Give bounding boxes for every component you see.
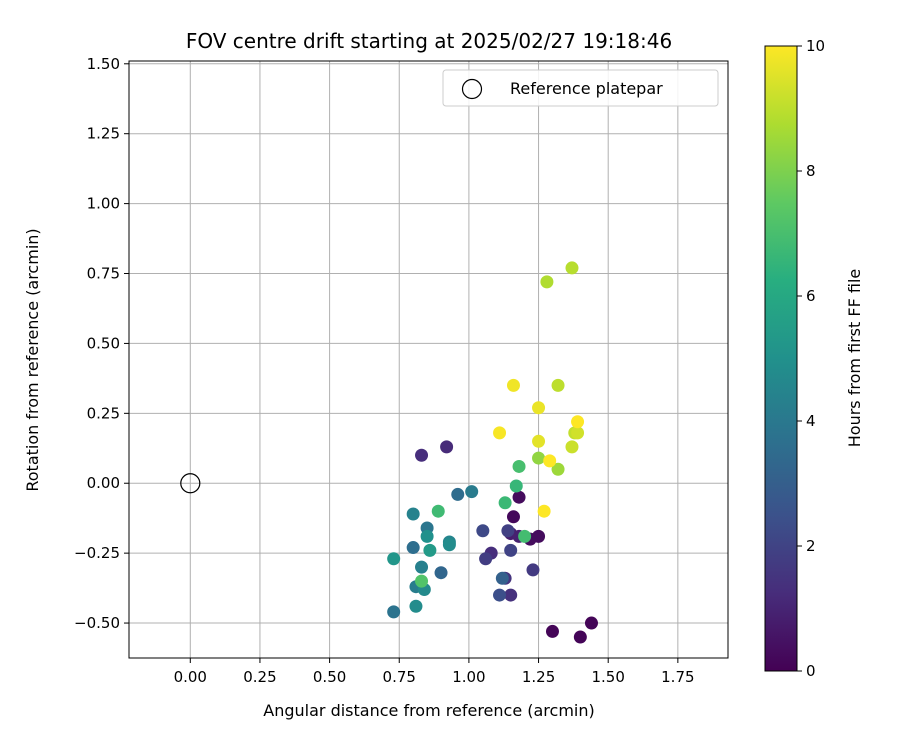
y-tick-label: 0.00 — [87, 474, 120, 492]
data-point — [493, 588, 507, 602]
data-point — [571, 415, 585, 429]
data-point — [506, 378, 520, 392]
data-point — [565, 440, 579, 454]
data-point — [540, 275, 554, 289]
legend: Reference platepar — [442, 69, 719, 107]
y-tick-label: 0.50 — [87, 334, 120, 352]
colorbar-tick-label: 0 — [806, 662, 816, 680]
data-point — [431, 504, 445, 518]
data-point — [415, 560, 429, 574]
grid-lines — [129, 61, 728, 658]
data-point — [493, 426, 507, 440]
data-point — [512, 490, 526, 504]
data-point — [415, 574, 429, 588]
data-point — [571, 426, 585, 440]
data-point — [504, 588, 518, 602]
data-point — [532, 401, 546, 415]
reference-platepar-marker — [180, 473, 201, 494]
data-point — [573, 630, 587, 644]
x-tick-label: 1.50 — [591, 668, 624, 686]
y-tick-label: 1.00 — [87, 195, 120, 213]
data-point — [442, 538, 456, 552]
colorbar-tick-label: 10 — [806, 37, 825, 55]
colorbar-gradient — [764, 45, 798, 672]
colorbar: 0 2 4 6 8 10 Hours from first FF file — [764, 37, 864, 680]
data-point — [532, 451, 546, 465]
axis-ticks: 0.00 0.25 0.50 0.75 1.00 1.25 1.50 1.75 −0.50 −0.… — [74, 55, 695, 686]
plot-frame — [128, 60, 729, 659]
data-point — [387, 552, 401, 566]
colorbar-tick-label: 6 — [806, 287, 816, 305]
colorbar-tick-label: 2 — [806, 537, 816, 555]
y-tick-label: 1.25 — [87, 125, 120, 143]
data-point — [409, 599, 423, 613]
legend-marker — [461, 78, 483, 100]
data-point — [476, 524, 490, 538]
data-point — [518, 529, 532, 543]
data-point — [532, 434, 546, 448]
colorbar-label: Hours from first FF file — [845, 269, 864, 448]
data-point — [479, 552, 493, 566]
x-tick-label: 0.25 — [243, 668, 276, 686]
y-tick-label: 0.25 — [87, 404, 120, 422]
data-point — [406, 541, 420, 555]
x-tick-label: 1.75 — [661, 668, 694, 686]
y-tick-label: 1.50 — [87, 55, 120, 73]
data-point — [440, 440, 454, 454]
data-point — [545, 624, 559, 638]
y-tick-label: 0.75 — [87, 265, 120, 283]
data-point — [504, 543, 518, 557]
colorbar-tick-label: 8 — [806, 162, 816, 180]
data-point — [509, 479, 523, 493]
x-tick-label: 1.25 — [522, 668, 555, 686]
data-point — [451, 487, 465, 501]
data-point — [465, 485, 479, 499]
data-point — [565, 261, 579, 275]
x-tick-label: 1.00 — [452, 668, 485, 686]
data-point — [501, 524, 515, 538]
legend-box — [442, 69, 719, 107]
data-point — [387, 605, 401, 619]
colorbar-tick-label: 4 — [806, 412, 816, 430]
data-point — [543, 454, 557, 468]
data-point — [495, 571, 509, 585]
x-axis-label: Angular distance from reference (arcmin) — [263, 701, 594, 720]
x-tick-label: 0.00 — [174, 668, 207, 686]
data-point — [423, 543, 437, 557]
y-tick-label: −0.25 — [74, 544, 120, 562]
data-point — [506, 510, 520, 524]
y-tick-label: −0.50 — [74, 614, 120, 632]
data-point — [498, 496, 512, 510]
data-point — [434, 566, 448, 580]
data-point — [420, 529, 434, 543]
data-point — [526, 563, 540, 577]
data-point — [537, 504, 551, 518]
data-point — [532, 529, 546, 543]
x-tick-label: 0.50 — [313, 668, 346, 686]
y-axis-label: Rotation from reference (arcmin) — [23, 228, 42, 491]
data-points — [180, 261, 598, 644]
data-point — [512, 459, 526, 473]
colorbar-ticks: 0 2 4 6 8 10 — [797, 37, 825, 680]
data-point — [584, 616, 598, 630]
legend-label: Reference platepar — [510, 79, 663, 98]
data-point — [551, 378, 565, 392]
data-point — [551, 462, 565, 476]
chart-title: FOV centre drift starting at 2025/02/27 … — [186, 29, 672, 53]
data-point — [415, 448, 429, 462]
x-tick-label: 0.75 — [383, 668, 416, 686]
data-point — [406, 507, 420, 521]
